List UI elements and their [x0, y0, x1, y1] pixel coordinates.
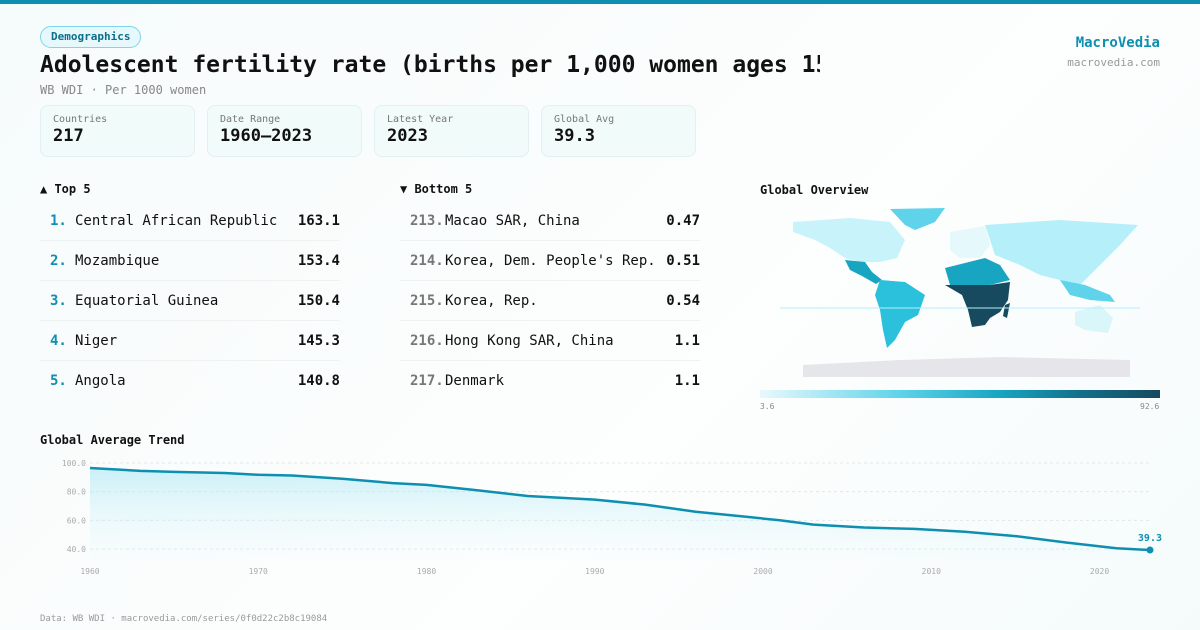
- stat-card-global-avg: Global Avg 39.3: [541, 105, 696, 157]
- country-value: 0.54: [666, 292, 700, 309]
- last-point-marker[interactable]: [1146, 546, 1154, 554]
- country-value: 153.4: [297, 252, 340, 269]
- list-item[interactable]: 214. Korea, Dem. People's Rep. 0.51: [400, 241, 700, 281]
- map-region-greenland[interactable]: [890, 208, 945, 230]
- stat-value: 217: [53, 126, 84, 146]
- map-region-asia[interactable]: [985, 220, 1138, 285]
- rank: 1.: [50, 212, 67, 229]
- color-scale-min: 3.6: [760, 402, 775, 411]
- trend-line: [89, 466, 1151, 552]
- y-tick-label: 80.0: [67, 488, 86, 497]
- map-region-antarctica[interactable]: [803, 357, 1130, 377]
- y-tick-label: 40.0: [67, 545, 86, 554]
- x-tick-label: 1970: [249, 567, 268, 576]
- rank: 215.: [410, 292, 444, 309]
- x-tick-label: 1980: [417, 567, 436, 576]
- country-value: 0.47: [666, 212, 700, 229]
- page-subtitle: WB WDI · Per 1000 women: [40, 83, 207, 97]
- map-region-southeast-asia[interactable]: [1060, 280, 1115, 302]
- color-scale-bar: [760, 390, 1160, 398]
- map-heading: Global Overview: [760, 183, 869, 197]
- rank: 217.: [410, 373, 444, 389]
- rank: 2.: [50, 252, 67, 269]
- page-title: Adolescent fertility rate (births per 1,…: [40, 52, 820, 78]
- list-item[interactable]: 4. Niger 145.3: [40, 321, 340, 361]
- stat-card-countries: Countries 217: [40, 105, 195, 157]
- list-item[interactable]: 215. Korea, Rep. 0.54: [400, 281, 700, 321]
- y-tick-label: 60.0: [67, 516, 86, 525]
- map-region-sub-saharan-africa[interactable]: [945, 282, 1010, 327]
- category-badge[interactable]: Demographics: [40, 26, 142, 48]
- x-tick-label: 2010: [922, 567, 941, 576]
- rank: 3.: [50, 292, 67, 309]
- brand-url[interactable]: macrovedia.com: [1067, 56, 1160, 69]
- x-tick-label: 2000: [753, 567, 772, 576]
- map-region-europe[interactable]: [950, 226, 990, 258]
- country-value: 140.8: [297, 373, 340, 389]
- footer-source: Data: WB WDI · macrovedia.com/series/0f0…: [40, 614, 328, 624]
- country-value: 145.3: [297, 332, 340, 349]
- list-item[interactable]: 213. Macao SAR, China 0.47: [400, 201, 700, 241]
- y-tick-label: 100.0: [62, 459, 86, 468]
- list-item[interactable]: 217. Denmark 1.1: [400, 361, 700, 401]
- stat-value: 39.3: [554, 126, 595, 146]
- brand-logo[interactable]: MacroVedia: [1075, 35, 1160, 51]
- stat-label: Date Range: [220, 114, 281, 125]
- list-item[interactable]: 1. Central African Republic 163.1: [40, 201, 340, 241]
- stat-value: 1960–2023: [220, 126, 313, 146]
- top-5-list: 1. Central African Republic 163.1 2. Mozambi…: [40, 201, 340, 401]
- list-item[interactable]: 5. Angola 140.8: [40, 361, 340, 401]
- rank: 213.: [410, 212, 444, 229]
- color-scale-max: 92.6: [1140, 402, 1160, 411]
- rank: 4.: [50, 332, 67, 349]
- bottom-5-list: 213. Macao SAR, China 0.47 214. Korea, Dem. …: [400, 201, 700, 401]
- stat-card-latest-year: Latest Year 2023: [374, 105, 529, 157]
- map-region-north-america[interactable]: [793, 218, 905, 262]
- x-tick-label: 1960: [80, 567, 99, 576]
- country-value: 163.1: [297, 212, 340, 229]
- map-region-south-america[interactable]: [875, 280, 925, 348]
- country-value: 150.4: [297, 292, 340, 309]
- last-value-label: 39.3: [1138, 533, 1162, 544]
- country-value: 1.1: [674, 373, 700, 389]
- stat-card-date-range: Date Range 1960–2023: [207, 105, 362, 157]
- map-region-madagascar[interactable]: [1003, 303, 1010, 318]
- rank: 214.: [410, 252, 444, 269]
- list-item[interactable]: 2. Mozambique 153.4: [40, 241, 340, 281]
- rank: 216.: [410, 332, 444, 349]
- country-value: 1.1: [674, 332, 700, 349]
- stat-value: 2023: [387, 126, 428, 146]
- trend-area: [90, 468, 1150, 560]
- rank: 5.: [50, 373, 67, 389]
- map-region-north-africa[interactable]: [945, 258, 1010, 285]
- stat-label: Global Avg: [554, 114, 615, 125]
- trend-chart-title: Global Average Trend: [40, 433, 185, 447]
- map-region-australia[interactable]: [1075, 305, 1113, 333]
- bottom-5-heading: ▼ Bottom 5: [400, 182, 473, 196]
- top-accent-bar: [0, 0, 1200, 4]
- top-5-heading: ▲ Top 5: [40, 182, 91, 196]
- list-item[interactable]: 3. Equatorial Guinea 150.4: [40, 281, 340, 321]
- list-item[interactable]: 216. Hong Kong SAR, China 1.1: [400, 321, 700, 361]
- world-map[interactable]: [760, 200, 1160, 385]
- stat-label: Latest Year: [387, 114, 454, 125]
- map-region-central-america[interactable]: [845, 260, 882, 284]
- x-tick-label: 1990: [585, 567, 604, 576]
- x-tick-label: 2020: [1090, 567, 1109, 576]
- stat-label: Countries: [53, 114, 108, 125]
- country-value: 0.51: [666, 252, 700, 269]
